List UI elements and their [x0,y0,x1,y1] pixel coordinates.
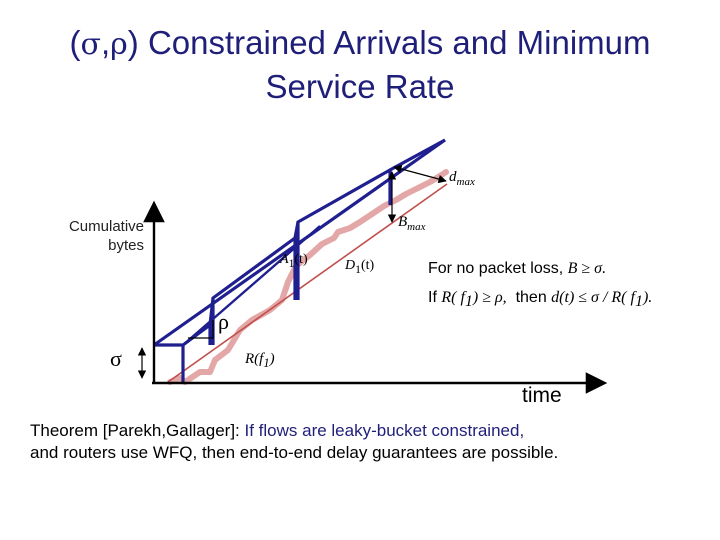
service-rate-label: R(f1) [245,351,275,371]
delay-result-sub: 1 [634,293,643,311]
delay-cond-rest: ) ≥ ρ, [472,289,507,306]
theorem-statement: Theorem [Parekh,Gallager]: If flows are … [30,420,700,464]
no-loss-condition: For no packet loss, B ≥ σ. [428,260,606,278]
arrival-envelope-2 [182,225,321,346]
y-axis-label-line-1: Cumulative [68,218,144,235]
delay-then: then [506,289,552,306]
a1-label: A1(t) [280,252,308,270]
theorem-prefix: Theorem [Parekh,Gallager]: [30,421,245,440]
theorem-rest: and routers use WFQ, then end-to-end del… [30,443,559,462]
d1-label: D1(t) [345,258,374,276]
title-line-1: (σ,ρ) Constrained Arrivals and Minimum [0,22,720,66]
service-rate-line [167,183,448,383]
a1-subscript: 1 [288,256,295,270]
service-rate-subscript: 1 [263,356,270,370]
rho-slope-marker [188,320,214,339]
bmax-symbol: B [398,214,408,230]
dmax-symbol: d [449,169,457,185]
dmax-label: dmax [449,169,475,188]
theorem-highlight: If flows are leaky-bucket constrained, [244,421,525,440]
service-rate-close: ) [269,351,275,367]
delay-result: d(t) ≤ σ / R( f [551,289,635,306]
y-axis-label-line-2: bytes [108,237,144,254]
y-axis-label: Cumulative bytes [60,217,144,255]
x-axis-label: time [522,384,562,407]
no-loss-math: B ≥ σ. [567,260,607,277]
title-comma: , [100,24,111,61]
d1-argument: (t) [360,258,375,273]
title-sigma: σ [80,27,101,62]
service-rate-symbol: R(f [245,351,264,367]
title-text: ) Constrained Arrivals and Minimum [127,24,651,61]
d1-subscript: 1 [355,262,361,276]
no-loss-text: For no packet loss, [428,260,568,277]
rho-label: ρ [218,309,229,334]
title-rho: ρ [110,27,128,62]
bmax-label: Bmax [398,214,426,233]
delay-cond-sub: 1 [464,293,473,311]
delay-result-rest: ). [642,289,653,306]
delay-bound-condition: If R( f1) ≥ ρ, then d(t) ≤ σ / R( f1). [428,289,652,311]
delay-cond: R( f [441,289,465,306]
bmax-subscript: max [407,221,426,233]
title-line-2: Service Rate [265,68,455,105]
delay-if: If [428,289,442,306]
sigma-label: σ [110,346,122,371]
a1-argument: (t) [294,252,308,267]
dmax-subscript: max [456,176,475,188]
departure-curve-d1 [167,169,449,385]
slide-title: (σ,ρ) Constrained Arrivals and Minimum S… [0,22,720,108]
title-open-paren: ( [69,24,81,61]
d1-symbol: D [345,258,356,273]
dmax-arrow [393,164,447,184]
a1-symbol: A [280,252,289,267]
